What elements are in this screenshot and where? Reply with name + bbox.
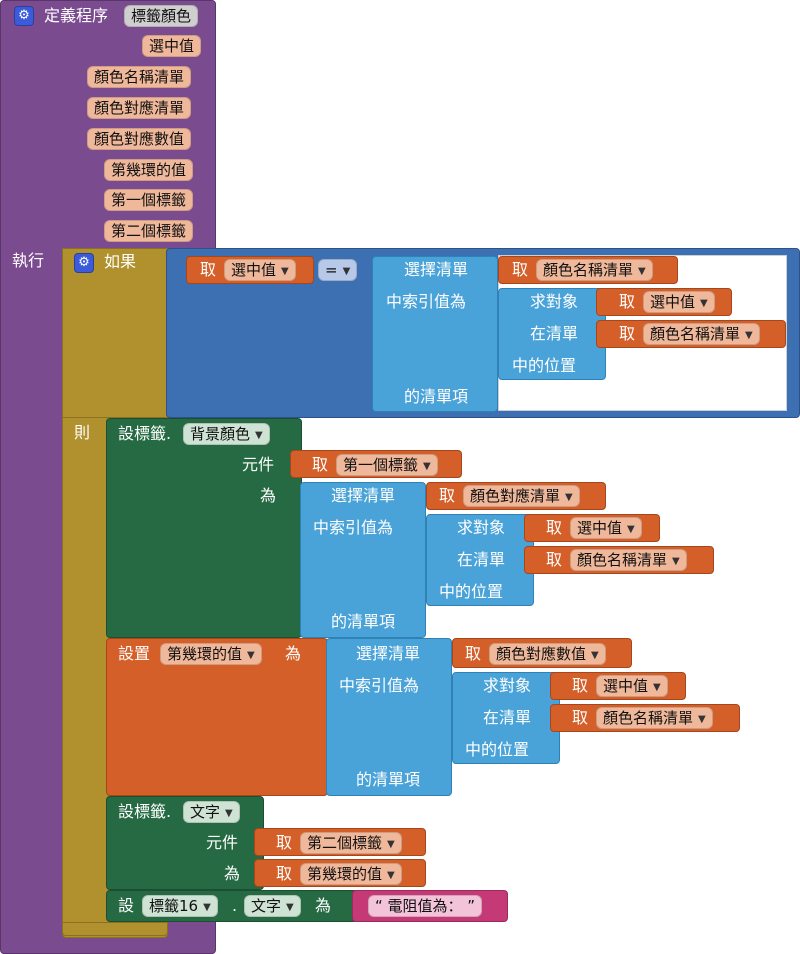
thing-var-dropdown[interactable]: 選中值 ▼ bbox=[643, 291, 715, 313]
gear-icon[interactable]: ⚙ bbox=[14, 6, 34, 26]
property-dropdown[interactable]: 背景顏色 ▼ bbox=[183, 423, 270, 445]
then-label: 則 bbox=[74, 423, 91, 442]
position-label: 中的位置 bbox=[439, 582, 504, 601]
param-3: 顏色對應清單 bbox=[87, 97, 192, 119]
select-list-header: 選擇清單 bbox=[404, 260, 469, 279]
param-2: 顏色名稱清單 bbox=[87, 66, 192, 88]
list-var-dropdown[interactable]: 顏色對應清單 ▼ bbox=[463, 485, 580, 507]
select-list-header: 選擇清單 bbox=[331, 486, 396, 505]
get-label: 取 bbox=[619, 324, 636, 343]
cond-var-dropdown[interactable]: 選中值 ▼ bbox=[224, 259, 296, 281]
select-list-item-block[interactable] bbox=[326, 638, 452, 796]
in-list-label: 在清單 bbox=[457, 550, 506, 569]
get-label: 取 bbox=[439, 486, 456, 505]
set-label-prefix: 設標籤. bbox=[118, 424, 172, 443]
thing-var-dropdown[interactable]: 選中值 ▼ bbox=[596, 675, 668, 697]
get-label: 取 bbox=[312, 455, 329, 474]
gear-icon[interactable]: ⚙ bbox=[74, 253, 94, 273]
list-var-dropdown[interactable]: 顏色名稱清單 ▼ bbox=[536, 259, 653, 281]
to-label: 為 bbox=[224, 864, 241, 883]
select-list-item-block[interactable] bbox=[300, 482, 426, 638]
to-label: 為 bbox=[260, 486, 277, 505]
component-dropdown[interactable]: 標籤16 ▼ bbox=[142, 895, 218, 917]
index-of-block[interactable] bbox=[452, 672, 560, 764]
get-label: 取 bbox=[465, 644, 482, 663]
get-label: 取 bbox=[572, 708, 589, 727]
procedure-name-field[interactable]: 標籤顏色 bbox=[124, 5, 199, 27]
set-background-block[interactable] bbox=[106, 418, 302, 638]
component-label: 元件 bbox=[206, 833, 239, 852]
of-list-label: 的清單項 bbox=[356, 770, 421, 789]
to-label: 為 bbox=[315, 896, 332, 915]
property-dropdown[interactable]: 文字 ▼ bbox=[244, 895, 301, 917]
get-label: 取 bbox=[572, 676, 589, 695]
if-block-footer bbox=[62, 922, 168, 936]
thing-var-dropdown[interactable]: 選中值 ▼ bbox=[570, 517, 642, 539]
index-label: 中索引值為 bbox=[313, 518, 394, 537]
to-label: 為 bbox=[285, 644, 302, 663]
get-label: 取 bbox=[546, 550, 563, 569]
get-label: 取 bbox=[546, 518, 563, 537]
find-label: 求對象 bbox=[530, 292, 579, 311]
index-label: 中索引值為 bbox=[339, 676, 420, 695]
position-label: 中的位置 bbox=[465, 740, 530, 759]
in-list-label: 在清單 bbox=[483, 708, 532, 727]
param-4: 顏色對應數值 bbox=[87, 128, 192, 150]
set-label-prefix: 設 bbox=[118, 896, 135, 915]
dot-separator: . bbox=[232, 896, 238, 915]
set-label-prefix: 設標籤. bbox=[118, 802, 172, 821]
index-label: 中索引值為 bbox=[386, 292, 467, 311]
get-label: 取 bbox=[619, 292, 636, 311]
select-list-item-block[interactable] bbox=[372, 256, 498, 412]
variable-dropdown[interactable]: 第幾環的值 ▼ bbox=[160, 643, 262, 665]
position-label: 中的位置 bbox=[512, 356, 577, 375]
get-label: 取 bbox=[276, 864, 293, 883]
param-6: 第一個標籤 bbox=[104, 189, 194, 211]
param-5: 第幾環的值 bbox=[104, 159, 194, 181]
component-label: 元件 bbox=[242, 455, 275, 474]
param-1: 選中值 bbox=[142, 35, 202, 57]
list2-var-dropdown[interactable]: 顏色名稱清單 ▼ bbox=[643, 323, 760, 345]
select-list-header: 選擇清單 bbox=[356, 644, 421, 663]
do-label: 執行 bbox=[12, 251, 45, 270]
of-list-label: 的清單項 bbox=[331, 612, 396, 631]
text-value-field[interactable]: “ 電阻值為： ” bbox=[368, 895, 483, 917]
list2-var-dropdown[interactable]: 顏色名稱清單 ▼ bbox=[570, 549, 687, 571]
if-label: 如果 bbox=[104, 252, 137, 271]
index-of-block[interactable] bbox=[498, 288, 606, 380]
property-dropdown[interactable]: 文字 ▼ bbox=[183, 801, 240, 823]
list-var-dropdown[interactable]: 顏色對應數值 ▼ bbox=[489, 643, 606, 665]
of-list-label: 的清單項 bbox=[404, 387, 469, 406]
get-label: 取 bbox=[276, 833, 293, 852]
eq-operator-dropdown[interactable]: = ▼ bbox=[318, 259, 358, 281]
in-list-label: 在清單 bbox=[530, 324, 579, 343]
param-7: 第二個標籤 bbox=[104, 220, 194, 242]
value-var-dropdown[interactable]: 第幾環的值 ▼ bbox=[300, 863, 402, 885]
list2-var-dropdown[interactable]: 顏色名稱清單 ▼ bbox=[596, 707, 713, 729]
find-label: 求對象 bbox=[457, 518, 506, 537]
get-label: 取 bbox=[512, 260, 529, 279]
get-label: 取 bbox=[200, 260, 217, 279]
index-of-block[interactable] bbox=[426, 514, 534, 606]
component-var-dropdown[interactable]: 第一個標籤 ▼ bbox=[336, 454, 438, 476]
component-var-dropdown[interactable]: 第二個標籤 ▼ bbox=[300, 832, 402, 854]
find-label: 求對象 bbox=[483, 676, 532, 695]
define-procedure-label: 定義程序 bbox=[44, 6, 109, 25]
set-var-label: 設置 bbox=[118, 644, 151, 663]
if-block-header bbox=[62, 248, 168, 418]
